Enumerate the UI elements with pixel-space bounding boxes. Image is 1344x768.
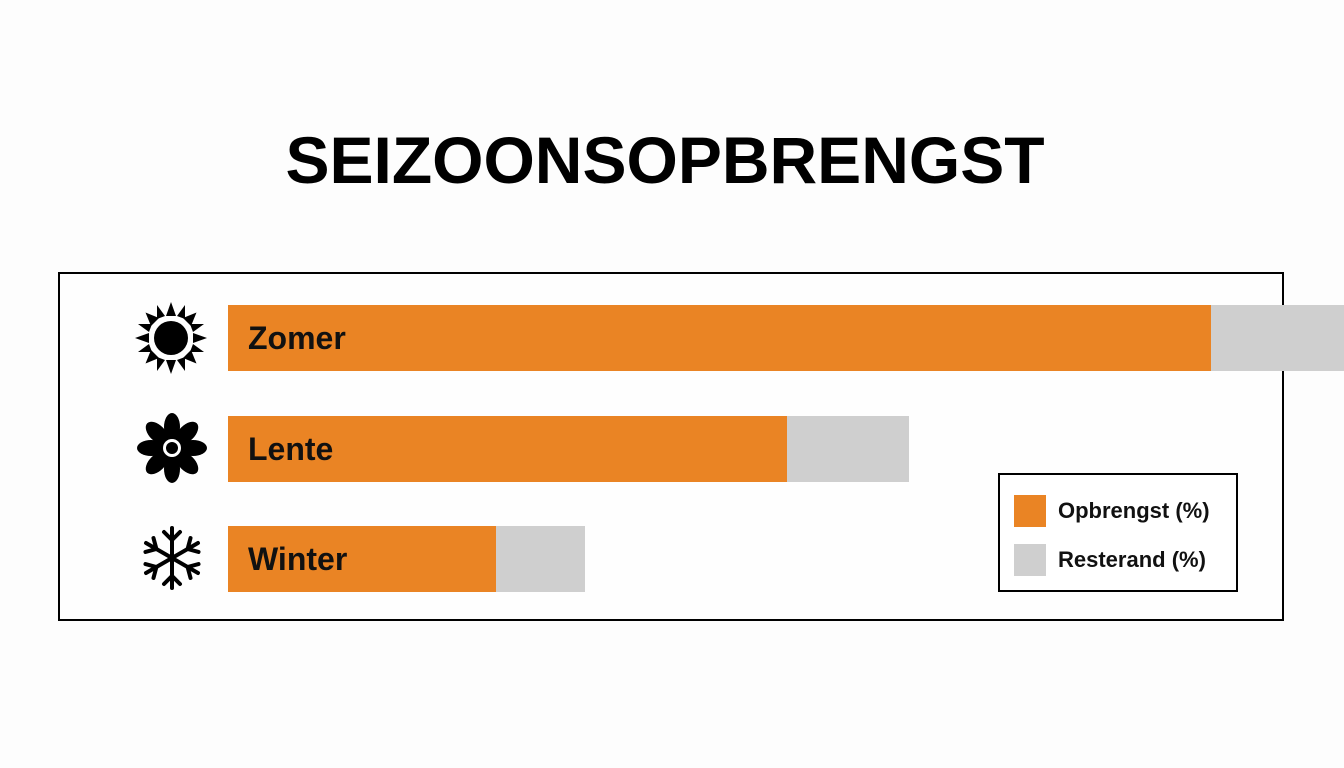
bar-label: Lente xyxy=(248,431,334,467)
legend-label-opbrengst: Opbrengst (%) xyxy=(1058,498,1210,523)
bar-label: Winter xyxy=(248,541,348,577)
bar-row-zomer: Zomer xyxy=(228,305,1344,371)
bar-segment-resterand xyxy=(786,416,910,482)
bar-segment-opbrengst xyxy=(228,416,787,482)
bar-row-winter: Winter xyxy=(228,526,586,592)
bar-segment-opbrengst xyxy=(228,305,1211,371)
legend: Opbrengst (%) Resterand (%) xyxy=(998,473,1238,592)
bar-label: Zomer xyxy=(248,320,346,356)
chart-title: SEIZOONSOPBRENGST xyxy=(285,123,1045,197)
legend-swatch-resterand xyxy=(1014,544,1046,576)
snowflake-icon xyxy=(143,526,201,590)
legend-label-resterand: Resterand (%) xyxy=(1058,547,1206,572)
bar-segment-resterand xyxy=(496,526,586,592)
bar-segment-opbrengst xyxy=(228,526,497,592)
legend-swatch-opbrengst xyxy=(1014,495,1046,527)
bar-segment-resterand xyxy=(1210,305,1344,371)
sun-icon xyxy=(135,302,207,374)
flower-icon xyxy=(137,413,207,483)
bar-row-lente: Lente xyxy=(228,416,910,482)
